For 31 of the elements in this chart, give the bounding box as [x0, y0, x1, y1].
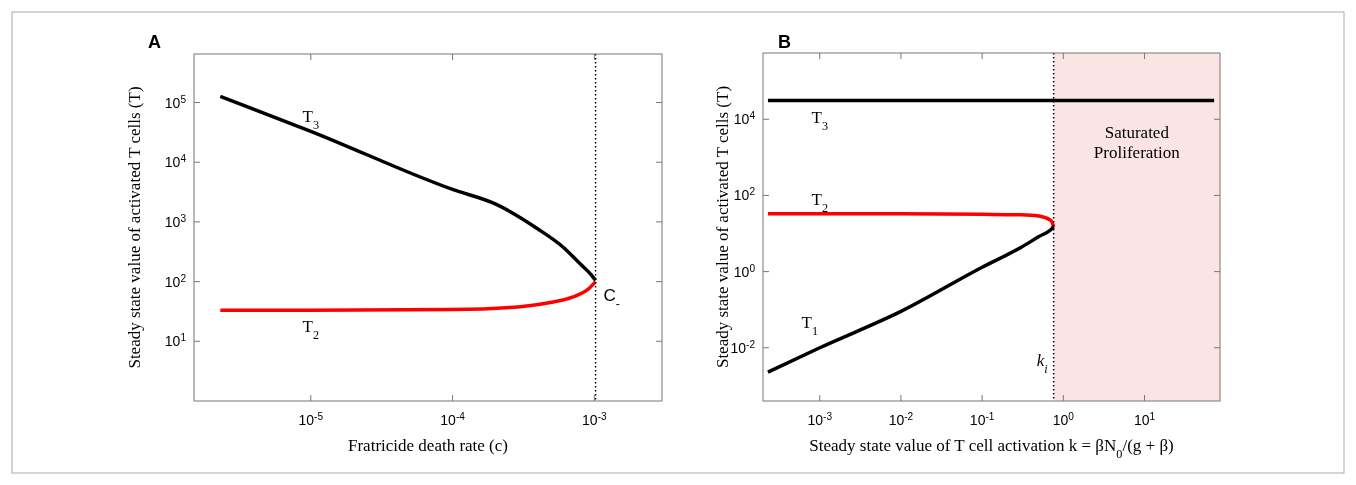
series-label: T$_{2}$ — [811, 189, 829, 215]
y-axis-title: Steady state value of activated T cells (T) — [125, 86, 144, 369]
y-tick-label: 10$^{-2}$ — [730, 338, 756, 356]
x-tick-label: 10$^{-3}$ — [807, 410, 833, 428]
x-axis-title: Steady state value of T cell activation k = βN$_{0}$/(g + β) — [809, 436, 1174, 461]
y-tick-label: 10$^{5}$ — [164, 93, 187, 111]
x-tick-label: 10$^{0}$ — [1052, 410, 1075, 428]
x-tick-label: 10$^{1}$ — [1133, 410, 1156, 428]
y-tick-label: 10$^{4}$ — [164, 152, 187, 171]
x-tick-label: 10$^{-3}$ — [582, 410, 608, 428]
y-tick-label: 10$^{3}$ — [164, 212, 187, 230]
series-label: T$_{1}$ — [801, 312, 819, 338]
x-tick-label: 10$^{-5}$ — [298, 410, 324, 428]
ref-line-label: k$_{i}$ — [1036, 351, 1049, 376]
x-tick-label: 10$^{-4}$ — [440, 410, 466, 428]
series-label: T$_{3}$ — [811, 107, 829, 133]
x-tick-label: 10$^{-1}$ — [969, 410, 995, 428]
y-tick-label: 10$^{1}$ — [164, 331, 187, 350]
chart-title: A — [148, 32, 161, 52]
y-tick-label: 10$^{2}$ — [164, 272, 187, 290]
series-label: T$_{3}$ — [302, 107, 320, 133]
y-tick-label: 10$^{2}$ — [733, 185, 756, 204]
y-axis-title: Steady state value of activated T cells (T) — [713, 85, 732, 369]
chart-title: B — [778, 32, 791, 52]
ref-line-label: C$_{-}$ — [603, 286, 620, 311]
band-label: Saturated Proliferation — [1093, 123, 1181, 162]
y-tick-label: 10$^{4}$ — [733, 109, 756, 128]
x-tick-label: 10$^{-2}$ — [888, 410, 914, 428]
series-label: T$_{2}$ — [302, 317, 320, 343]
x-axis-title: Fratricide death rate (c) — [348, 436, 508, 455]
y-tick-label: 10$^{0}$ — [733, 262, 756, 280]
